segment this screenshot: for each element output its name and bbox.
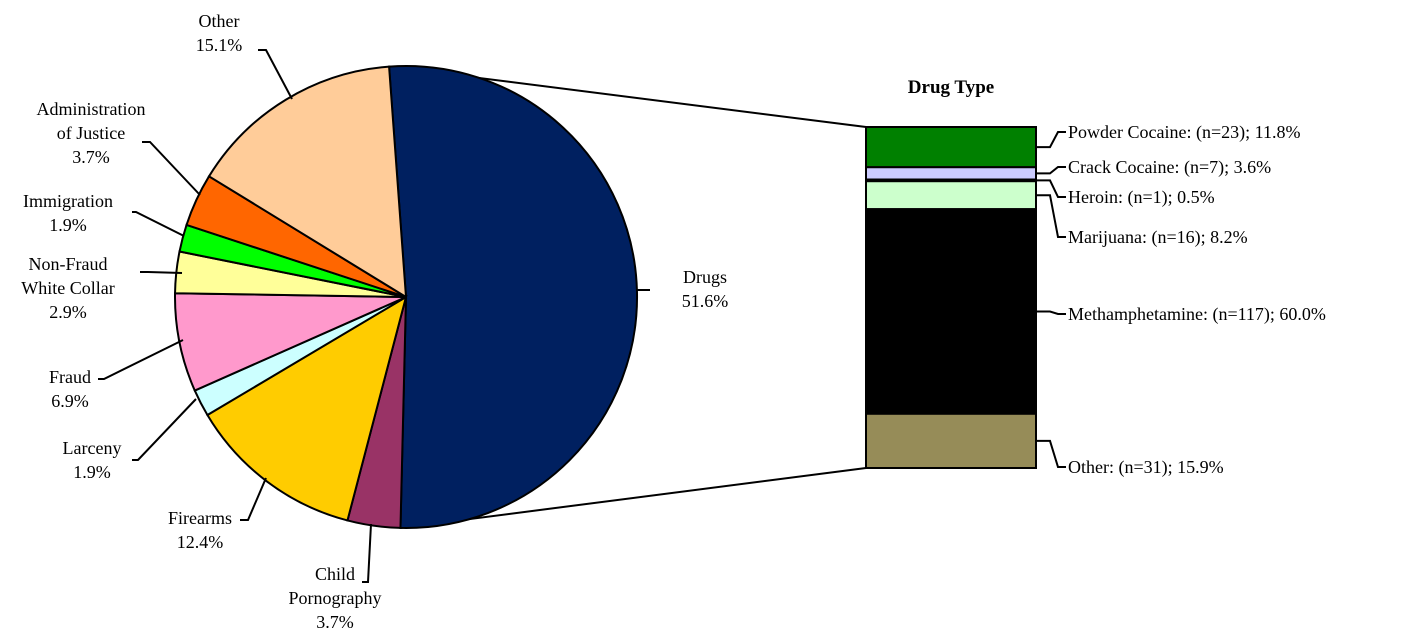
offense-pie: [174, 65, 638, 529]
pie-label-firearms: Firearms 12.4%: [168, 508, 232, 552]
drug-type-labels: Powder Cocaine: (n=23); 11.8% Crack Cocai…: [1036, 122, 1326, 478]
bar-segment-other: [865, 412, 1037, 469]
bar-leader-marijuana: [1036, 194, 1066, 238]
pie-slice-firearms: [206, 294, 408, 522]
bar-label-methamphetamine: Methamphetamine: (n=117); 60.0%: [1068, 304, 1326, 325]
leader-line-fraud: [98, 339, 184, 380]
pie-label-child-pornography: Child Pornography 3.7%: [289, 564, 382, 632]
pie-label-non-fraud-white-collar: Non-Fraud White Collar 2.9%: [21, 254, 114, 322]
leader-line-firearms: [240, 477, 267, 521]
bar-leader-crack-cocaine: [1036, 166, 1066, 175]
bar-leader-other: [1036, 439, 1066, 468]
pie-label-larceny: Larceny 1.9%: [63, 438, 122, 482]
connector-bottom: [400, 467, 867, 529]
bar-segment-marijuana: [865, 180, 1037, 211]
pie-label-immigration: Immigration 1.9%: [23, 191, 113, 235]
leader-line-child-pornography: [362, 523, 372, 583]
leader-line-larceny: [132, 398, 197, 461]
bar-segment-powder-cocaine: [865, 126, 1037, 169]
leader-line-immigration: [132, 211, 185, 237]
pie-label-other: Other 15.1%: [196, 11, 243, 55]
drug-type-stacked-bar: [865, 126, 1037, 469]
leader-line-non-fraud-white-collar: [140, 271, 183, 274]
pie-labels: Drugs 51.6% Child Pornography 3.7% Firearms 12…: [21, 11, 728, 632]
drug-type-title: Drug Type: [908, 77, 994, 98]
leader-line-administration-of-justice: [142, 141, 201, 196]
pie-label-fraud: Fraud 6.9%: [49, 367, 91, 411]
leader-line-other: [258, 49, 293, 100]
bar-leader-heroin: [1036, 179, 1066, 198]
bar-leader-methamphetamine: [1036, 310, 1066, 315]
bar-label-other: Other: (n=31); 15.9%: [1068, 457, 1224, 478]
bar-label-marijuana: Marijuana: (n=16); 8.2%: [1068, 227, 1248, 248]
bar-label-powder-cocaine: Powder Cocaine: (n=23); 11.8%: [1068, 122, 1300, 143]
pie-slice-other: [207, 65, 408, 299]
bar-segment-crack-cocaine: [865, 166, 1037, 181]
bar-segment-methamphetamine: [865, 208, 1037, 415]
pie-slice-drugs: [388, 65, 638, 529]
pie-label-drugs: Drugs 51.6%: [682, 267, 729, 311]
bar-label-heroin: Heroin: (n=1); 0.5%: [1068, 187, 1215, 208]
bar-leader-powder-cocaine: [1036, 131, 1066, 149]
pie-label-administration-of-justice: Administration of Justice 3.7%: [37, 99, 146, 167]
bar-label-crack-cocaine: Crack Cocaine: (n=7); 3.6%: [1068, 157, 1271, 178]
